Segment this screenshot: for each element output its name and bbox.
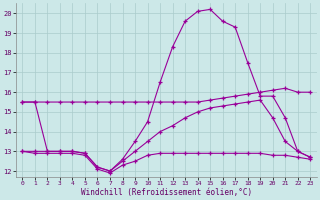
X-axis label: Windchill (Refroidissement éolien,°C): Windchill (Refroidissement éolien,°C) — [81, 188, 252, 197]
